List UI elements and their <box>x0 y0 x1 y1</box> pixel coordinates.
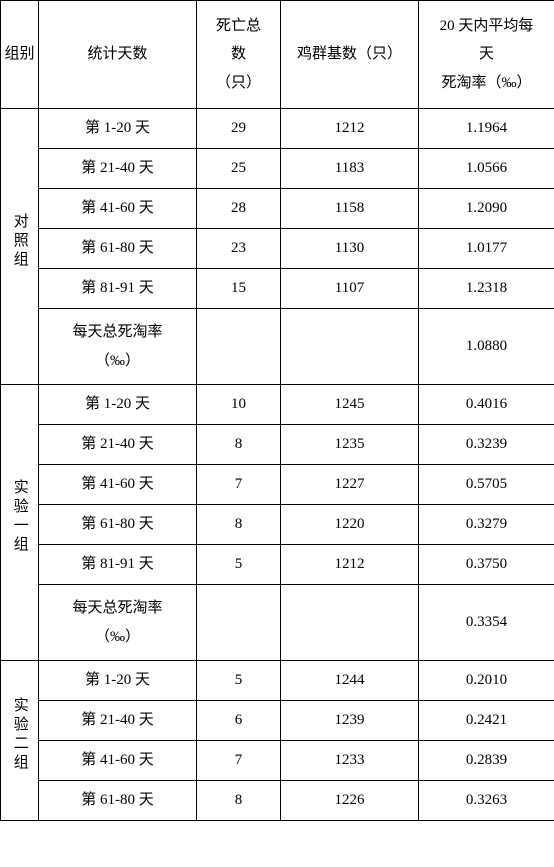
cell-rate: 0.3750 <box>419 545 554 585</box>
cell-deaths: 28 <box>197 189 281 229</box>
summary-empty <box>197 585 281 661</box>
cell-base: 1130 <box>281 229 419 269</box>
cell-base: 1220 <box>281 505 419 545</box>
header-base: 鸡群基数（只） <box>281 1 419 109</box>
table-row: 实验二组 第 1-20 天 5 1244 0.2010 <box>1 661 554 701</box>
cell-base: 1226 <box>281 781 419 821</box>
cell-base: 1233 <box>281 741 419 781</box>
summary-label: 每天总死淘率 （‰） <box>39 585 197 661</box>
cell-deaths: 6 <box>197 701 281 741</box>
data-table: 组别 统计天数 死亡总 数 （只） 鸡群基数（只） 20 天内平均每 天 死淘率… <box>0 0 554 821</box>
group-label: 对照组 <box>1 109 39 385</box>
table-summary-row: 每天总死淘率 （‰） 0.3354 <box>1 585 554 661</box>
summary-label: 每天总死淘率 （‰） <box>39 309 197 385</box>
cell-days: 第 61-80 天 <box>39 505 197 545</box>
header-deaths-l1: 死亡总 <box>216 18 261 34</box>
cell-deaths: 8 <box>197 505 281 545</box>
cell-base: 1235 <box>281 425 419 465</box>
header-rate-l1: 20 天内平均每 <box>440 18 534 34</box>
cell-deaths: 8 <box>197 781 281 821</box>
cell-base: 1183 <box>281 149 419 189</box>
table-row: 第 21-40 天 25 1183 1.0566 <box>1 149 554 189</box>
cell-rate: 0.3239 <box>419 425 554 465</box>
header-rate: 20 天内平均每 天 死淘率（‰） <box>419 1 554 109</box>
table-header-row: 组别 统计天数 死亡总 数 （只） 鸡群基数（只） 20 天内平均每 天 死淘率… <box>1 1 554 109</box>
cell-rate: 1.1964 <box>419 109 554 149</box>
cell-deaths: 5 <box>197 545 281 585</box>
cell-deaths: 7 <box>197 741 281 781</box>
cell-days: 第 1-20 天 <box>39 661 197 701</box>
cell-days: 第 41-60 天 <box>39 189 197 229</box>
table-row: 第 41-60 天 7 1233 0.2839 <box>1 741 554 781</box>
summary-empty <box>281 309 419 385</box>
cell-base: 1212 <box>281 109 419 149</box>
summary-empty <box>197 309 281 385</box>
cell-days: 第 21-40 天 <box>39 425 197 465</box>
cell-base: 1239 <box>281 701 419 741</box>
header-group: 组别 <box>1 1 39 109</box>
cell-rate: 1.2090 <box>419 189 554 229</box>
table-row: 第 61-80 天 8 1226 0.3263 <box>1 781 554 821</box>
summary-rate: 0.3354 <box>419 585 554 661</box>
table-row: 实验一组 第 1-20 天 10 1245 0.4016 <box>1 385 554 425</box>
cell-deaths: 29 <box>197 109 281 149</box>
cell-base: 1245 <box>281 385 419 425</box>
cell-deaths: 25 <box>197 149 281 189</box>
cell-days: 第 81-91 天 <box>39 269 197 309</box>
cell-base: 1212 <box>281 545 419 585</box>
cell-deaths: 8 <box>197 425 281 465</box>
cell-days: 第 61-80 天 <box>39 229 197 269</box>
table-row: 对照组 第 1-20 天 29 1212 1.1964 <box>1 109 554 149</box>
cell-base: 1227 <box>281 465 419 505</box>
cell-days: 第 1-20 天 <box>39 385 197 425</box>
cell-days: 第 41-60 天 <box>39 465 197 505</box>
cell-days: 第 1-20 天 <box>39 109 197 149</box>
cell-base: 1244 <box>281 661 419 701</box>
table-row: 第 21-40 天 8 1235 0.3239 <box>1 425 554 465</box>
table-row: 第 21-40 天 6 1239 0.2421 <box>1 701 554 741</box>
cell-deaths: 15 <box>197 269 281 309</box>
cell-deaths: 23 <box>197 229 281 269</box>
table-summary-row: 每天总死淘率 （‰） 1.0880 <box>1 309 554 385</box>
table-row: 第 81-91 天 5 1212 0.3750 <box>1 545 554 585</box>
cell-rate: 1.2318 <box>419 269 554 309</box>
cell-rate: 0.5705 <box>419 465 554 505</box>
cell-base: 1107 <box>281 269 419 309</box>
table-row: 第 41-60 天 28 1158 1.2090 <box>1 189 554 229</box>
cell-deaths: 5 <box>197 661 281 701</box>
cell-rate: 0.2839 <box>419 741 554 781</box>
header-deaths-l2: 数 <box>231 46 246 62</box>
header-rate-l3: 死淘率（‰） <box>441 75 531 91</box>
table-row: 第 81-91 天 15 1107 1.2318 <box>1 269 554 309</box>
header-deaths: 死亡总 数 （只） <box>197 1 281 109</box>
cell-rate: 0.3263 <box>419 781 554 821</box>
header-deaths-l3: （只） <box>216 75 261 91</box>
cell-rate: 0.2010 <box>419 661 554 701</box>
group-label: 实验一组 <box>1 385 39 661</box>
header-rate-l2: 天 <box>479 46 494 62</box>
cell-rate: 1.0177 <box>419 229 554 269</box>
table-row: 第 61-80 天 23 1130 1.0177 <box>1 229 554 269</box>
header-days: 统计天数 <box>39 1 197 109</box>
summary-empty <box>281 585 419 661</box>
cell-days: 第 21-40 天 <box>39 701 197 741</box>
group-label: 实验二组 <box>1 661 39 821</box>
cell-rate: 0.4016 <box>419 385 554 425</box>
cell-days: 第 21-40 天 <box>39 149 197 189</box>
cell-deaths: 10 <box>197 385 281 425</box>
cell-days: 第 41-60 天 <box>39 741 197 781</box>
cell-days: 第 81-91 天 <box>39 545 197 585</box>
cell-days: 第 61-80 天 <box>39 781 197 821</box>
cell-rate: 0.3279 <box>419 505 554 545</box>
table-row: 第 61-80 天 8 1220 0.3279 <box>1 505 554 545</box>
cell-rate: 1.0566 <box>419 149 554 189</box>
cell-deaths: 7 <box>197 465 281 505</box>
cell-rate: 0.2421 <box>419 701 554 741</box>
table-row: 第 41-60 天 7 1227 0.5705 <box>1 465 554 505</box>
cell-base: 1158 <box>281 189 419 229</box>
summary-rate: 1.0880 <box>419 309 554 385</box>
